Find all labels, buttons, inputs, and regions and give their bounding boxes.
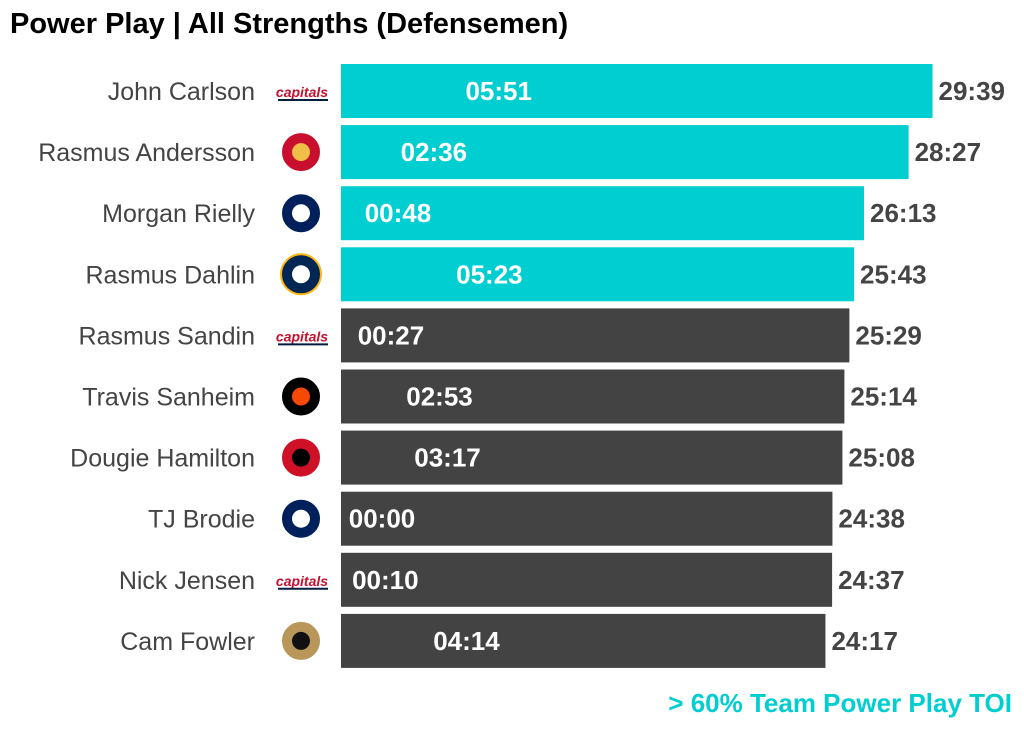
pp-toi-label: 02:53 — [406, 382, 473, 412]
toi-label: 24:37 — [838, 565, 905, 595]
legend-caption: > 60% Team Power Play TOI — [668, 688, 1012, 718]
bar-row: TJ Brodie 00:00 24:38 — [148, 491, 905, 546]
bar-row: John Carlson capitals 05:51 29:39 — [108, 64, 1005, 118]
flyers-logo-icon — [280, 375, 322, 418]
toi-bar — [341, 308, 850, 363]
flames-logo-icon — [280, 131, 322, 174]
toi-label: 25:43 — [860, 259, 927, 289]
toi-label: 25:14 — [850, 382, 917, 412]
player-name: TJ Brodie — [148, 506, 255, 534]
svg-text:capitals: capitals — [276, 573, 328, 589]
bar-row: Morgan Rielly 00:48 26:13 — [102, 186, 937, 241]
toi-label: 29:39 — [939, 76, 1006, 106]
bar-row: Dougie Hamilton 03:17 25:08 — [70, 430, 915, 485]
toi-bar — [341, 491, 833, 546]
toi-label: 25:08 — [848, 443, 915, 473]
toi-bar — [341, 613, 826, 668]
toi-bar — [341, 186, 865, 241]
toi-bar — [341, 247, 855, 302]
player-name: Rasmus Sandin — [79, 322, 255, 350]
ducks-logo-icon — [280, 619, 322, 662]
player-name: Dougie Hamilton — [70, 445, 255, 473]
bar-row: Nick Jensen capitals 00:10 24:37 — [119, 552, 905, 607]
pp-toi-label: 04:14 — [433, 626, 500, 656]
pp-toi-label: 05:23 — [456, 259, 523, 289]
svg-text:capitals: capitals — [276, 328, 328, 344]
toi-bar — [341, 430, 843, 485]
toi-label: 24:17 — [831, 626, 898, 656]
devils-logo-icon — [280, 436, 322, 479]
pp-toi-label: 02:36 — [401, 137, 468, 167]
toi-bar — [341, 64, 933, 118]
player-name: Morgan Rielly — [102, 200, 255, 228]
capitals-logo-icon: capitals — [276, 573, 328, 590]
player-name: John Carlson — [108, 78, 255, 106]
toi-label: 26:13 — [870, 198, 937, 228]
sabres-logo-icon — [280, 253, 322, 296]
pp-toi-label: 05:51 — [465, 76, 532, 106]
pp-toi-label: 00:48 — [365, 198, 432, 228]
pp-toi-label: 03:17 — [414, 443, 481, 473]
toi-label: 24:38 — [838, 504, 905, 534]
toi-label: 28:27 — [915, 137, 982, 167]
bar-row: Rasmus Sandin capitals 00:27 25:29 — [79, 308, 922, 363]
player-name: Travis Sanheim — [82, 384, 255, 412]
pp-toi-label: 00:27 — [358, 320, 425, 350]
toi-bar — [341, 369, 845, 424]
toi-bar — [341, 552, 833, 607]
player-name: Rasmus Andersson — [38, 139, 255, 167]
toi-bar — [341, 125, 909, 180]
bar-row: Rasmus Andersson 02:36 28:27 — [38, 125, 982, 180]
player-name: Rasmus Dahlin — [85, 261, 255, 289]
bar-row: Travis Sanheim 02:53 25:14 — [82, 369, 917, 424]
player-name: Nick Jensen — [119, 567, 255, 595]
bar-row: Cam Fowler 04:14 24:17 — [120, 613, 898, 668]
capitals-logo-icon: capitals — [276, 328, 328, 346]
maple-leafs-logo-icon — [280, 497, 322, 540]
chart-title: Power Play | All Strengths (Defensemen) — [10, 8, 569, 40]
bar-row: Rasmus Dahlin 05:23 25:43 — [85, 247, 927, 302]
pp-toi-label: 00:10 — [352, 565, 419, 595]
maple-leafs-logo-icon — [280, 192, 322, 235]
toi-label: 25:29 — [855, 320, 922, 350]
capitals-logo-icon: capitals — [276, 84, 328, 101]
svg-text:capitals: capitals — [276, 84, 328, 100]
player-name: Cam Fowler — [120, 628, 255, 656]
pp-toi-label: 00:00 — [349, 504, 416, 534]
